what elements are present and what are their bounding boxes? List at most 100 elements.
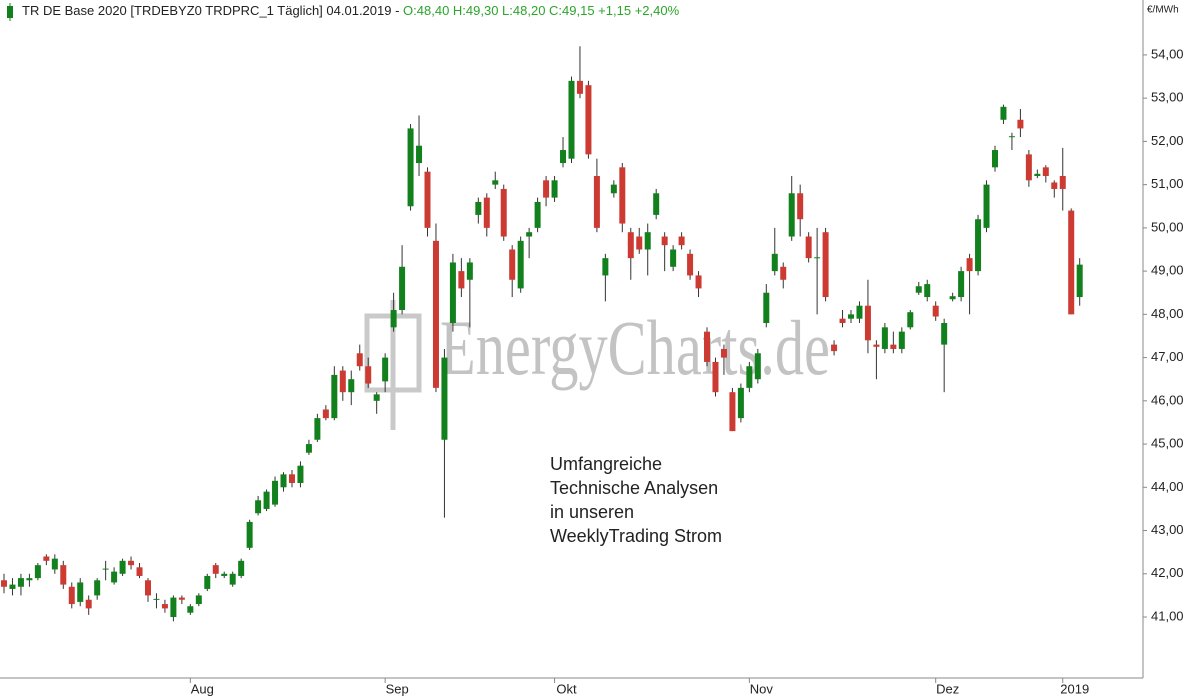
candle-body (441, 357, 448, 440)
candle-body (43, 556, 50, 561)
candle-body (805, 236, 812, 259)
candle-body (670, 249, 677, 267)
candle-body (924, 284, 931, 298)
candle-body (991, 150, 998, 168)
candle-body (94, 580, 101, 596)
candle-body (712, 361, 719, 393)
candle-body (797, 193, 804, 220)
candle-body (238, 560, 245, 576)
candle-body (975, 219, 982, 272)
candle-body (68, 586, 75, 605)
candle-body (1025, 154, 1032, 181)
candle-body (492, 180, 499, 185)
candle-body (1017, 119, 1024, 129)
candle-body (373, 394, 380, 401)
candle-body (458, 271, 465, 289)
candle-body (483, 197, 490, 228)
candle-body (119, 560, 126, 574)
candle-body (255, 500, 262, 514)
candle-body (543, 180, 550, 198)
x-tick-label: Nov (750, 681, 774, 696)
y-tick-label: 42,00 (1151, 565, 1184, 580)
candle-body (153, 598, 160, 600)
candle-body (297, 465, 304, 483)
y-tick-label: 46,00 (1151, 392, 1184, 407)
candle-body (500, 188, 507, 237)
annotation-line: Umfangreiche (550, 454, 662, 474)
candle-body (246, 521, 253, 548)
candle-body (898, 331, 905, 349)
candle-body (864, 305, 871, 341)
candle-body (51, 558, 58, 570)
candle-body (204, 575, 211, 589)
x-tick-label: Aug (191, 681, 214, 696)
candle-body (1000, 106, 1007, 120)
candle-body (661, 236, 668, 246)
annotation-line: Technische Analysen (550, 478, 718, 498)
candle-body (593, 175, 600, 228)
candle-body (136, 567, 143, 576)
y-tick-label: 48,00 (1151, 306, 1184, 321)
candle-body (754, 353, 761, 380)
chart-title: TR DE Base 2020 [TRDEBYZ0 TRDPRC_1 Tägli… (22, 3, 680, 18)
annotation-line: WeeklyTrading Strom (550, 526, 722, 546)
candle-body (195, 595, 202, 605)
candle-body (814, 257, 821, 259)
candle-body (881, 327, 888, 349)
x-tick-label: Okt (556, 681, 577, 696)
candle-body (475, 201, 482, 215)
candle-body (848, 314, 854, 319)
candle-body (170, 597, 177, 618)
candle-body (653, 193, 660, 215)
y-tick-label: 43,00 (1151, 522, 1184, 537)
y-tick-label: 50,00 (1151, 219, 1184, 234)
candle-body (17, 578, 24, 587)
candle-body (288, 474, 295, 483)
candle-body (958, 271, 965, 298)
candle-body (890, 344, 897, 349)
candle-body (949, 296, 956, 300)
candle-body (111, 571, 118, 583)
candle-body (560, 150, 567, 164)
ohlc-text: O:48,40 H:49,30 L:48,20 C:49,15 +1,15 +2… (403, 3, 680, 18)
candle-body (517, 240, 524, 289)
candle-body (399, 266, 406, 311)
candle-body (526, 232, 533, 237)
y-tick-label: 51,00 (1151, 176, 1184, 191)
candle-body (932, 305, 939, 317)
candle-body (720, 348, 727, 358)
candle-body (466, 262, 473, 280)
candle-body (576, 80, 583, 94)
candle-body (780, 266, 787, 280)
x-tick-label: Sep (386, 681, 409, 696)
candle-body (729, 392, 736, 432)
candle-body (839, 318, 846, 324)
candle-body (678, 236, 685, 246)
candle-body (144, 580, 151, 596)
candle-body (602, 258, 609, 276)
y-tick-label: 54,00 (1151, 46, 1184, 61)
candle-body (704, 331, 711, 362)
candle-body (610, 184, 617, 194)
candle-body (432, 240, 439, 388)
candle-body (272, 480, 279, 505)
candle-body (449, 262, 456, 324)
candle-body (737, 387, 744, 419)
candle-body (1068, 210, 1075, 315)
candle-body (983, 184, 990, 228)
candle-body (314, 418, 321, 440)
watermark: EnergyCharts.de (440, 304, 830, 391)
title-text: TR DE Base 2020 [TRDEBYZ0 TRDPRC_1 Tägli… (22, 3, 399, 18)
candle-body (1, 580, 7, 587)
candle-body (831, 344, 838, 352)
candle-body (26, 578, 33, 581)
y-tick-label: 45,00 (1151, 436, 1184, 451)
candle-body (873, 344, 880, 347)
candle-body (416, 145, 423, 164)
y-tick-label: 44,00 (1151, 479, 1184, 494)
candle-body (60, 565, 67, 585)
candle-body (907, 312, 914, 328)
candle-body (280, 474, 287, 488)
